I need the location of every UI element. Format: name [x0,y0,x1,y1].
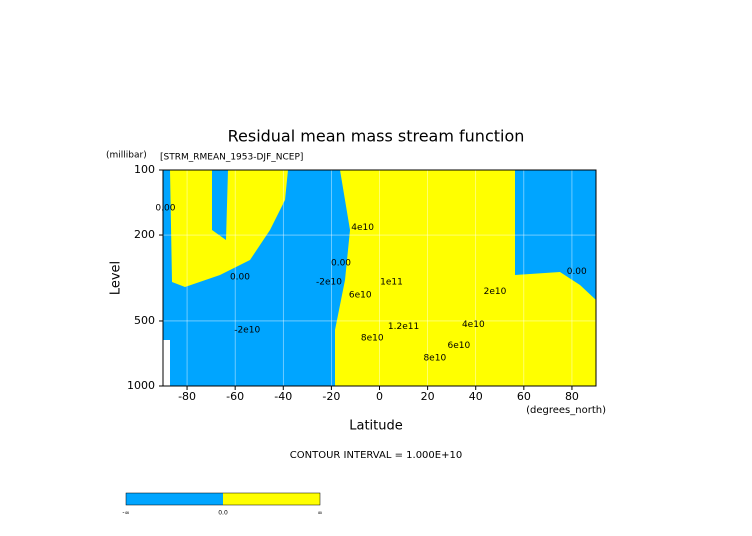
contour-label: 8e10 [423,353,446,363]
x-tick-label: 0 [376,390,383,403]
contour-label: 1e11 [380,277,403,287]
missing-region [163,340,170,386]
footer: CONTOUR INTERVAL = 1.000E+10 [290,450,462,461]
colorbar-positive [223,493,320,505]
colorbar-frame [125,492,321,506]
contour-label: -2e10 [316,277,342,287]
x-tick-label: 20 [421,390,435,403]
contour-label: 0.00 [331,259,351,269]
y-tick-label: 500 [134,314,155,327]
contour-label: 8e10 [361,334,384,344]
colorbar-label: ∞ [318,510,323,517]
x-tick-label: -80 [178,390,196,403]
contour-label: 4e10 [351,223,374,233]
y-tick-label: 100 [134,163,155,176]
x-tick-label: -60 [226,390,244,403]
contour-label: 2e10 [484,287,507,297]
x-tick-label: 40 [469,390,483,403]
y-units: (millibar) [106,151,147,161]
x-tick-label: 60 [517,390,531,403]
colorbar-label: -∞ [122,510,129,517]
contour-label: 6e10 [448,341,471,351]
x-tick-label: 80 [565,390,579,403]
subtitle: [STRM_RMEAN_1953-DJF_NCEP] [160,153,303,163]
x-tick-label: -20 [322,390,340,403]
contour-label: 0.00 [567,267,587,277]
positive-region [335,170,596,386]
y-tick-label: 200 [134,228,155,241]
chart-title: Residual mean mass stream function [228,127,525,146]
x-axis-label: Latitude [349,419,403,434]
contour-label: 4e10 [462,320,485,330]
x-units: (degrees_north) [526,405,606,416]
contour-label: 0.00 [155,204,175,214]
y-axis-label: Level [109,261,124,295]
colorbar-negative [126,493,223,505]
colorbar-label: 0.0 [218,510,228,517]
contour-label: -2e10 [234,325,260,335]
positive-region [170,170,288,287]
contour-label: 1.2e11 [388,322,419,332]
y-tick-label: 1000 [127,379,155,392]
x-tick-label: -40 [274,390,292,403]
contour-label: 0.00 [230,273,250,283]
contour-label: 6e10 [349,291,372,301]
